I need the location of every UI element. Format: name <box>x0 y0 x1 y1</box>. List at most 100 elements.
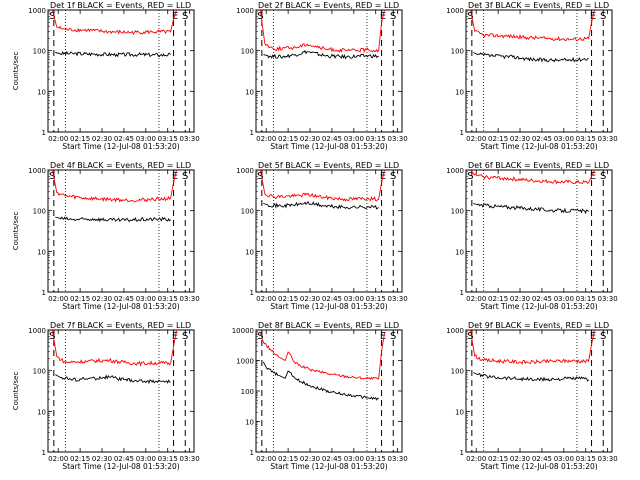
event-marker: E <box>172 11 178 22</box>
x-tick-label: 03:15 <box>158 295 178 303</box>
x-tick-label: 02:45 <box>532 135 552 143</box>
plot-frame <box>47 329 195 453</box>
x-tick-label: 02:15 <box>70 135 90 143</box>
event-marker: S <box>600 171 606 182</box>
x-tick-label: 03:15 <box>158 135 178 143</box>
panel-title: Det 3f BLACK = Events, RED = LLD <box>468 1 609 10</box>
panel-title: Det 6f BLACK = Events, RED = LLD <box>468 161 609 170</box>
y-tick-label: 10 <box>455 88 464 96</box>
event-marker: S <box>600 331 606 342</box>
x-tick-label: 03:00 <box>554 295 574 303</box>
panel-9: Det 9f BLACK = Events, RED = LLD 1 10 100 10… <box>446 321 618 471</box>
y-tick-label: 1000 <box>236 167 254 175</box>
y-tick-label: 1000 <box>28 7 46 15</box>
x-tick-label: 02:00 <box>466 295 486 303</box>
x-tick-label: 02:30 <box>92 135 112 143</box>
series-line-lld <box>469 9 595 42</box>
x-axis-label: Start Time (12-Jul-08 01:53:20) <box>270 462 387 471</box>
series-line-lld <box>469 329 595 365</box>
y-tick-label: 100 <box>241 208 254 216</box>
y-tick-label: 1 <box>460 289 464 297</box>
y-tick-label: 1 <box>460 449 464 457</box>
series-line-lld <box>51 329 177 367</box>
event-marker: S <box>257 331 263 342</box>
x-tick-label: 03:00 <box>344 135 364 143</box>
series-line-events <box>473 372 589 382</box>
x-tick-label: 02:15 <box>70 295 90 303</box>
panel-5: Det 5f BLACK = Events, RED = LLD 1 10 100 10… <box>236 161 408 311</box>
x-tick-label: 03:00 <box>136 295 156 303</box>
x-tick-label: 02:45 <box>114 455 134 463</box>
x-tick-label: 02:45 <box>532 455 552 463</box>
x-axis-label: Start Time (12-Jul-08 01:53:20) <box>480 142 597 151</box>
panel-2: Det 2f BLACK = Events, RED = LLD 1 10 100 10… <box>236 1 408 151</box>
x-axis-label: Start Time (12-Jul-08 01:53:20) <box>480 302 597 311</box>
x-axis-label: Start Time (12-Jul-08 01:53:20) <box>270 142 387 151</box>
panel-6: Det 6f BLACK = Events, RED = LLD 1 10 100 10… <box>446 161 618 311</box>
x-tick-label: 02:15 <box>278 455 298 463</box>
x-axis-label: Start Time (12-Jul-08 01:53:20) <box>62 462 179 471</box>
y-tick-label: 1000 <box>446 327 464 335</box>
event-marker: S <box>182 331 188 342</box>
x-tick-label: 03:30 <box>598 455 618 463</box>
x-tick-label: 02:00 <box>466 135 486 143</box>
x-tick-label: 02:00 <box>256 295 276 303</box>
y-tick-label: 10 <box>37 248 46 256</box>
y-tick-label: 1 <box>250 129 254 137</box>
x-tick-label: 03:30 <box>180 135 200 143</box>
x-tick-label: 02:15 <box>488 295 508 303</box>
event-marker: S <box>467 11 473 22</box>
x-tick-label: 03:15 <box>366 455 386 463</box>
x-tick-label: 03:15 <box>576 455 596 463</box>
x-tick-label: 02:30 <box>92 455 112 463</box>
x-tick-label: 02:30 <box>510 455 530 463</box>
y-axis-label: Counts/sec <box>12 52 20 91</box>
event-marker: S <box>49 11 55 22</box>
panel-1: Det 1f BLACK = Events, RED = LLD 1 10 100 10… <box>12 1 200 151</box>
plot-frame <box>47 9 195 133</box>
series-line-events <box>55 50 171 58</box>
panel-title: Det 7f BLACK = Events, RED = LLD <box>50 321 191 330</box>
event-marker: S <box>390 171 396 182</box>
plot-frame <box>47 169 195 293</box>
x-tick-label: 03:00 <box>554 135 574 143</box>
x-tick-label: 02:45 <box>322 135 342 143</box>
x-tick-label: 02:30 <box>300 455 320 463</box>
x-tick-label: 02:45 <box>322 455 342 463</box>
y-tick-label: 1 <box>42 129 46 137</box>
y-tick-label: 100 <box>241 388 254 396</box>
y-tick-label: 100 <box>451 208 464 216</box>
x-tick-label: 03:30 <box>388 295 408 303</box>
y-tick-label: 10 <box>455 408 464 416</box>
plot-frame <box>255 169 403 293</box>
plot-frame <box>465 9 613 133</box>
y-tick-label: 100 <box>33 368 46 376</box>
event-marker: S <box>390 11 396 22</box>
x-tick-label: 02:00 <box>48 295 68 303</box>
x-tick-label: 02:30 <box>510 135 530 143</box>
event-marker: S <box>467 171 473 182</box>
y-tick-label: 1000 <box>446 167 464 175</box>
x-tick-label: 02:30 <box>510 295 530 303</box>
x-tick-label: 03:15 <box>366 295 386 303</box>
y-tick-label: 10 <box>245 248 254 256</box>
panel-3: Det 3f BLACK = Events, RED = LLD 1 10 100 10… <box>446 1 618 151</box>
plot-frame <box>465 169 613 293</box>
x-tick-label: 02:15 <box>278 295 298 303</box>
x-axis-label: Start Time (12-Jul-08 01:53:20) <box>270 302 387 311</box>
panel-8: Det 8f BLACK = Events, RED = LLD 1 10 100 10… <box>232 321 408 471</box>
event-marker: S <box>467 331 473 342</box>
panel-4: Det 4f BLACK = Events, RED = LLD 1 10 100 10… <box>12 161 200 311</box>
x-tick-label: 02:45 <box>114 135 134 143</box>
event-marker: E <box>380 331 386 342</box>
event-marker: S <box>182 171 188 182</box>
panel-title: Det 4f BLACK = Events, RED = LLD <box>50 161 191 170</box>
y-tick-label: 10 <box>245 419 254 427</box>
series-line-lld <box>259 169 385 202</box>
y-tick-label: 100 <box>33 48 46 56</box>
y-tick-label: 10 <box>37 408 46 416</box>
x-tick-label: 02:30 <box>300 135 320 143</box>
y-axis-label: Counts/sec <box>12 212 20 251</box>
event-marker: S <box>182 11 188 22</box>
event-marker: S <box>600 11 606 22</box>
